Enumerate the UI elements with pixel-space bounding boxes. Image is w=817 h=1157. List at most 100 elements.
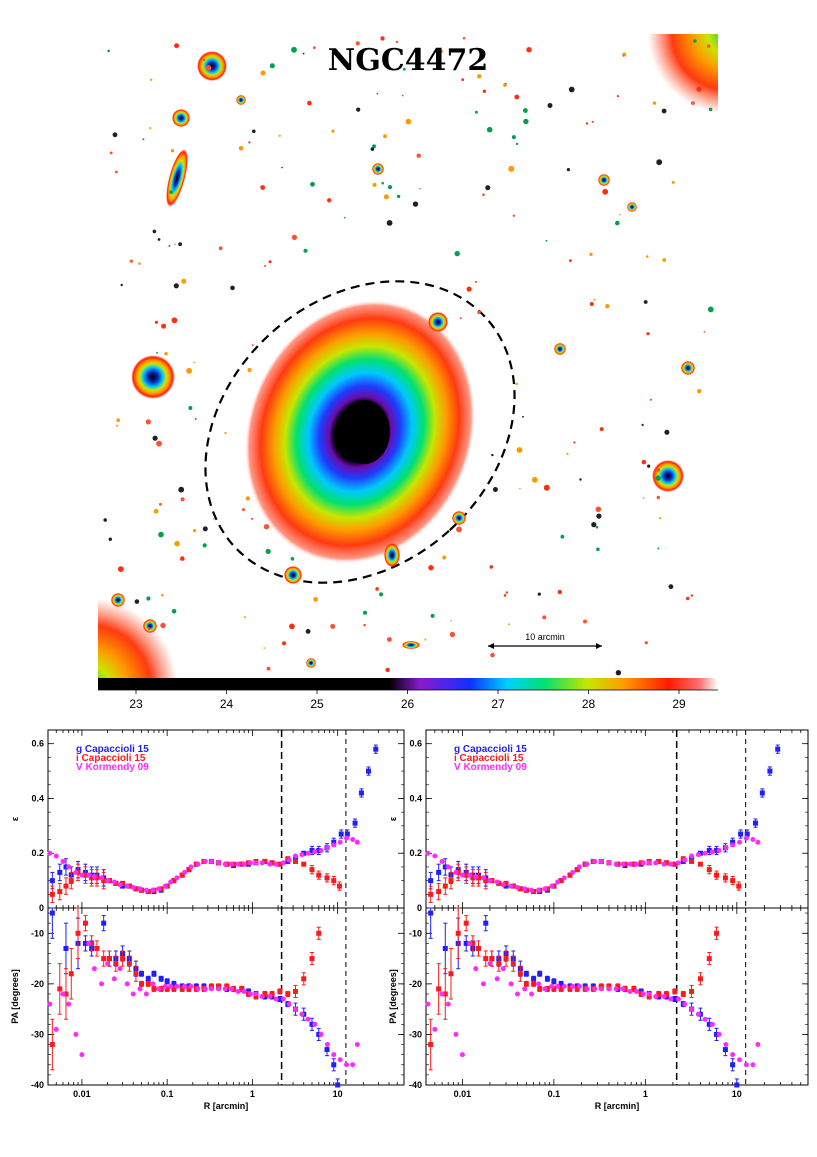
- data-point: [689, 858, 695, 864]
- data-point: [344, 1062, 350, 1068]
- data-point: [620, 861, 626, 867]
- field-star: [327, 198, 332, 203]
- data-point: [459, 1052, 465, 1058]
- legend-entry: V Kormendy 09: [76, 762, 149, 773]
- field-star: [693, 39, 697, 43]
- field-star: [202, 58, 205, 61]
- data-point: [531, 981, 537, 987]
- field-star: [596, 513, 602, 519]
- data-point: [432, 853, 438, 859]
- data-point: [536, 887, 542, 893]
- field-star: [248, 141, 251, 144]
- field-star: [602, 188, 609, 195]
- data-point: [86, 872, 92, 878]
- field-star: [313, 46, 316, 50]
- field-star: [153, 508, 159, 514]
- field-star: [356, 107, 361, 112]
- data-point: [697, 976, 703, 982]
- field-star: [291, 234, 298, 240]
- chart-left-panel: 0 0.2 0.4 0.6 ε g Capaccioli 15i Capaccioli 1…: [10, 729, 405, 1111]
- isophote-ellipse: [204, 280, 516, 584]
- data-point: [188, 983, 194, 989]
- data-point: [730, 1062, 736, 1068]
- y-tick-label: 0.2: [409, 848, 422, 858]
- data-point: [47, 850, 53, 856]
- data-point: [66, 864, 72, 870]
- series-i-capaccioli-15: [49, 907, 322, 1071]
- data-point: [615, 983, 621, 989]
- data-point: [259, 860, 265, 866]
- data-point: [60, 858, 66, 864]
- field-star: [202, 526, 208, 532]
- data-point: [558, 981, 564, 987]
- field-star: [178, 486, 185, 493]
- data-point: [473, 874, 479, 880]
- bright-star: [554, 343, 566, 355]
- field-star: [230, 285, 235, 291]
- data-point: [262, 858, 268, 864]
- field-star: [383, 194, 389, 200]
- field-star: [505, 82, 507, 85]
- field-star: [505, 591, 509, 594]
- field-star: [490, 652, 495, 658]
- data-point: [663, 860, 669, 866]
- data-point: [267, 994, 273, 999]
- data-point: [277, 861, 283, 867]
- field-star: [363, 624, 366, 627]
- field-star: [112, 132, 118, 138]
- field-star: [138, 262, 141, 265]
- data-point: [695, 1011, 701, 1017]
- field-star: [355, 41, 360, 46]
- colorbar-tick-label: 25: [310, 697, 324, 711]
- field-star: [641, 423, 644, 426]
- data-point: [470, 940, 476, 946]
- data-point: [689, 988, 695, 994]
- field-star: [245, 496, 251, 501]
- field-star: [491, 453, 494, 457]
- data-point: [737, 1057, 743, 1063]
- field-star: [599, 427, 604, 432]
- data-point: [86, 940, 92, 946]
- data-point: [627, 988, 633, 994]
- field-star: [149, 78, 153, 82]
- data-point: [537, 971, 543, 977]
- y-axis-title: PA [degrees]: [388, 969, 398, 1024]
- field-star: [372, 182, 377, 187]
- x-tick-label: 0.01: [73, 1089, 91, 1099]
- field-star: [224, 431, 227, 435]
- field-star: [269, 63, 275, 69]
- data-point: [182, 983, 188, 989]
- data-point: [150, 981, 156, 987]
- field-star: [193, 361, 196, 364]
- data-point: [113, 961, 119, 967]
- data-point: [480, 981, 486, 987]
- field-star: [643, 300, 648, 304]
- field-star: [475, 110, 478, 114]
- data-point: [459, 872, 465, 878]
- image-title: NGC4472: [328, 43, 488, 78]
- legend-entry: i Capaccioli 15: [454, 753, 524, 764]
- data-point: [428, 1042, 434, 1048]
- field-star: [252, 129, 256, 134]
- field-star: [405, 118, 412, 125]
- field-stars: [103, 36, 714, 676]
- field-star: [485, 185, 491, 191]
- data-point: [706, 867, 712, 873]
- field-star: [656, 468, 661, 472]
- field-star: [593, 298, 596, 301]
- data-point: [723, 1042, 729, 1048]
- data-point: [162, 883, 168, 889]
- data-point: [229, 861, 235, 867]
- field-star: [212, 518, 215, 520]
- field-star: [486, 126, 493, 133]
- data-point: [463, 872, 469, 878]
- data-point: [706, 956, 712, 962]
- data-point: [661, 994, 667, 999]
- data-point: [436, 889, 442, 895]
- field-star: [440, 49, 444, 53]
- data-point: [508, 981, 514, 987]
- data-point: [750, 1062, 756, 1068]
- field-star: [566, 452, 569, 455]
- data-point: [574, 867, 580, 873]
- data-point: [663, 991, 669, 997]
